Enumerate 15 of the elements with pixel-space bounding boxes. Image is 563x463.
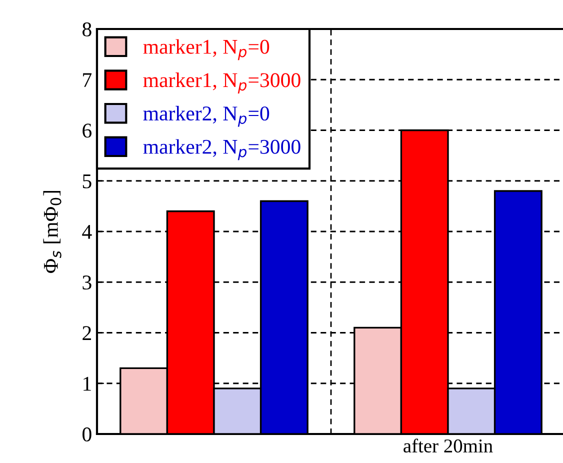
y-tick-label: 0 bbox=[82, 427, 92, 442]
y-tick-label: 8 bbox=[82, 22, 92, 36]
y-tick-label: 2 bbox=[82, 326, 91, 340]
y-tick-label: 6 bbox=[82, 124, 92, 138]
y-axis-title: Φ$_{s}$ [mΦ$_{0}$] bbox=[43, 190, 62, 273]
y-tick-label: 1 bbox=[84, 376, 91, 391]
y-tick-label: 5 bbox=[82, 174, 92, 188]
y-tick-label: 3 bbox=[82, 276, 92, 290]
legend-label: marker1, N$_{p}$=0 bbox=[143, 39, 270, 60]
y-tick-label: 7 bbox=[83, 73, 92, 87]
legend-label: marker2, N$_{p}$=0 bbox=[143, 106, 270, 127]
legend-label: marker1, N$_{p}$=3000 bbox=[143, 72, 300, 94]
y-tick-label: 4 bbox=[82, 225, 92, 239]
x-tick-label: after 20min bbox=[404, 438, 493, 453]
legend-label: marker2, N$_{p}$=3000 bbox=[143, 139, 300, 160]
